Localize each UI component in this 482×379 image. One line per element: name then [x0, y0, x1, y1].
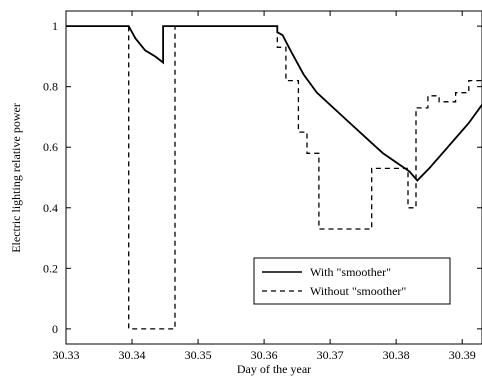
- x-tick-label: 30.39: [449, 348, 476, 362]
- x-tick-label: 30.37: [317, 348, 344, 362]
- y-tick-label: 0.4: [43, 201, 58, 215]
- y-tick-label: 0.2: [43, 261, 58, 275]
- x-tick-label: 30.38: [383, 348, 410, 362]
- y-tick-label: 0.8: [43, 80, 58, 94]
- legend: With "smoother" Without "smoother": [253, 257, 451, 305]
- x-axis: 30.33 30.34 30.35 30.36 30.37 30.38 30.39: [53, 11, 476, 362]
- y-tick-label: 0: [52, 322, 58, 336]
- legend-label-no-smoother: Without "smoother": [310, 284, 406, 298]
- series-line-smoother: [66, 25, 482, 182]
- x-tick-label: 30.34: [119, 348, 146, 362]
- x-tick-label: 30.36: [251, 348, 278, 362]
- x-tick-label: 30.35: [185, 348, 212, 362]
- legend-label-smoother: With "smoother": [310, 265, 391, 279]
- y-axis-label: Electric lighting relative power: [9, 103, 23, 253]
- x-tick-label: 30.33: [53, 348, 80, 362]
- legend-box: [253, 257, 451, 305]
- series-lines: [66, 25, 482, 330]
- y-tick-label: 0.6: [43, 140, 58, 154]
- x-axis-label: Day of the year: [237, 362, 311, 376]
- y-axis: 0 0.2 0.4 0.6 0.8 1: [43, 19, 482, 336]
- y-tick-label: 1: [52, 19, 58, 33]
